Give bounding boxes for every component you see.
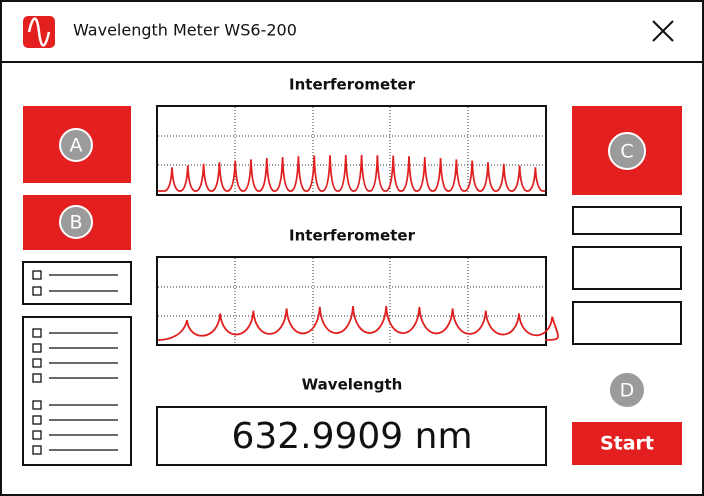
checkbox[interactable] [32, 270, 42, 280]
button-b[interactable]: B [23, 195, 131, 250]
logo-wave [27, 17, 51, 47]
marker: D [620, 380, 635, 402]
panel-title: Interferometer [289, 76, 416, 94]
checkbox[interactable] [32, 430, 42, 440]
checkbox[interactable] [32, 373, 42, 383]
button-c[interactable]: C [572, 106, 682, 195]
checkbox[interactable] [32, 400, 42, 410]
interferometer-trace [158, 155, 545, 192]
window-title: Wavelength Meter WS6-200 [73, 21, 297, 40]
marker: C [620, 141, 633, 163]
start-button[interactable]: Start [572, 422, 682, 465]
button-a[interactable]: A [23, 106, 131, 183]
list-box [22, 261, 132, 305]
marker-circle [608, 371, 646, 409]
wavelength-title: Wavelength [302, 376, 403, 394]
button-label: Start [600, 433, 654, 455]
checkbox[interactable] [32, 415, 42, 425]
checkbox[interactable] [32, 445, 42, 455]
checkbox[interactable] [32, 343, 42, 353]
interferometer-trace [157, 306, 559, 341]
input-field[interactable] [572, 206, 682, 235]
plot-frame [156, 105, 547, 196]
input-field[interactable] [572, 301, 682, 345]
close-button[interactable] [652, 20, 674, 42]
plot-frame [156, 256, 547, 346]
marker: A [70, 135, 83, 157]
wavelength-value: 632.9909 nm [231, 416, 472, 457]
checkbox[interactable] [32, 358, 42, 368]
checkbox[interactable] [32, 286, 42, 296]
marker: B [69, 212, 82, 234]
checkbox[interactable] [32, 328, 42, 338]
list-box [22, 316, 132, 466]
wavelength-display [156, 406, 547, 466]
panel-title: Interferometer [289, 227, 416, 245]
input-field[interactable] [572, 246, 682, 290]
